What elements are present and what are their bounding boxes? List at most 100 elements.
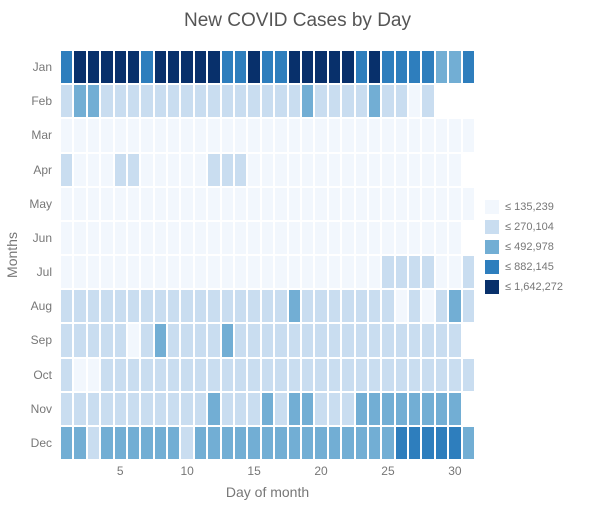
heatmap-cell [462, 118, 475, 152]
heatmap-cell [368, 153, 381, 187]
heatmap-cell [435, 221, 448, 255]
y-tick-label: Jan [33, 60, 52, 74]
heatmap-cell [355, 187, 368, 221]
heatmap-cell [114, 426, 127, 460]
heatmap-cell [234, 187, 247, 221]
heatmap-cell [314, 118, 327, 152]
y-tick-label: May [29, 197, 52, 211]
heatmap-cell [421, 255, 434, 289]
heatmap-cell [408, 187, 421, 221]
heatmap-cell [140, 153, 153, 187]
heatmap-cell [408, 118, 421, 152]
heatmap-cell [368, 50, 381, 84]
x-tick-label: 10 [180, 464, 193, 478]
heatmap-cell [87, 221, 100, 255]
heatmap-cell [87, 323, 100, 357]
heatmap-cell [341, 323, 354, 357]
heatmap-cell [448, 289, 461, 323]
heatmap-cell [180, 289, 193, 323]
heatmap-cell [194, 50, 207, 84]
heatmap-cell [368, 323, 381, 357]
heatmap-cell [421, 323, 434, 357]
heatmap-cell [114, 289, 127, 323]
heatmap-cell [261, 426, 274, 460]
heatmap-cell [154, 153, 167, 187]
heatmap-cell [274, 118, 287, 152]
heatmap-cell [194, 153, 207, 187]
heatmap-cell [355, 118, 368, 152]
heatmap-cell [140, 118, 153, 152]
heatmap-cell [127, 50, 140, 84]
heatmap-cell [140, 358, 153, 392]
heatmap-cell [328, 358, 341, 392]
heatmap-cell [448, 118, 461, 152]
heatmap-cell [87, 84, 100, 118]
heatmap-cell [60, 153, 73, 187]
y-tick-label: Jul [37, 265, 52, 279]
heatmap-cell [448, 50, 461, 84]
x-tick-label: 20 [314, 464, 327, 478]
heatmap-cell [274, 153, 287, 187]
heatmap-cell [87, 289, 100, 323]
heatmap-cell [408, 289, 421, 323]
heatmap-cell [194, 323, 207, 357]
heatmap-cell [381, 221, 394, 255]
heatmap-cell [154, 426, 167, 460]
heatmap-cell [140, 392, 153, 426]
heatmap-cell [421, 289, 434, 323]
heatmap-cell [207, 153, 220, 187]
heatmap-cell [328, 221, 341, 255]
heatmap-cell [314, 392, 327, 426]
heatmap-cell [207, 289, 220, 323]
heatmap-cell [221, 187, 234, 221]
x-tick-label: 30 [448, 464, 461, 478]
heatmap-cell [421, 426, 434, 460]
heatmap-cell [274, 221, 287, 255]
heatmap-cell [114, 118, 127, 152]
heatmap-cell [274, 323, 287, 357]
heatmap-cell [368, 84, 381, 118]
heatmap-cell [140, 221, 153, 255]
heatmap-cell [314, 187, 327, 221]
heatmap-cell [167, 84, 180, 118]
heatmap-cell [288, 289, 301, 323]
heatmap-cell [167, 153, 180, 187]
heatmap-cell [100, 187, 113, 221]
heatmap-cell [301, 358, 314, 392]
heatmap-cell [73, 153, 86, 187]
heatmap-cell [87, 255, 100, 289]
heatmap-cell [301, 50, 314, 84]
heatmap-cell [301, 187, 314, 221]
heatmap-cell [60, 50, 73, 84]
heatmap-cell [421, 187, 434, 221]
heatmap-cell [207, 392, 220, 426]
heatmap-cell [408, 323, 421, 357]
heatmap-cell [127, 255, 140, 289]
heatmap-cell [448, 153, 461, 187]
heatmap-cell [154, 255, 167, 289]
heatmap-cell [368, 426, 381, 460]
heatmap-cell [274, 187, 287, 221]
heatmap-cell [234, 392, 247, 426]
heatmap-cell [395, 323, 408, 357]
heatmap-cell [261, 84, 274, 118]
heatmap-cell [381, 50, 394, 84]
heatmap-cell [73, 289, 86, 323]
heatmap-cell [194, 358, 207, 392]
heatmap-cell [127, 289, 140, 323]
heatmap-cell [167, 289, 180, 323]
heatmap-cell [140, 426, 153, 460]
heatmap-cell [421, 50, 434, 84]
heatmap-cell [154, 323, 167, 357]
legend-swatch [485, 220, 499, 234]
heatmap-cell [60, 392, 73, 426]
heatmap-cell [100, 426, 113, 460]
heatmap-cell [207, 426, 220, 460]
heatmap-cell [314, 221, 327, 255]
heatmap-cell [180, 187, 193, 221]
heatmap-cell [60, 255, 73, 289]
heatmap-cell [180, 153, 193, 187]
heatmap-cell [274, 50, 287, 84]
heatmap-grid [60, 50, 475, 460]
heatmap-cell [127, 392, 140, 426]
